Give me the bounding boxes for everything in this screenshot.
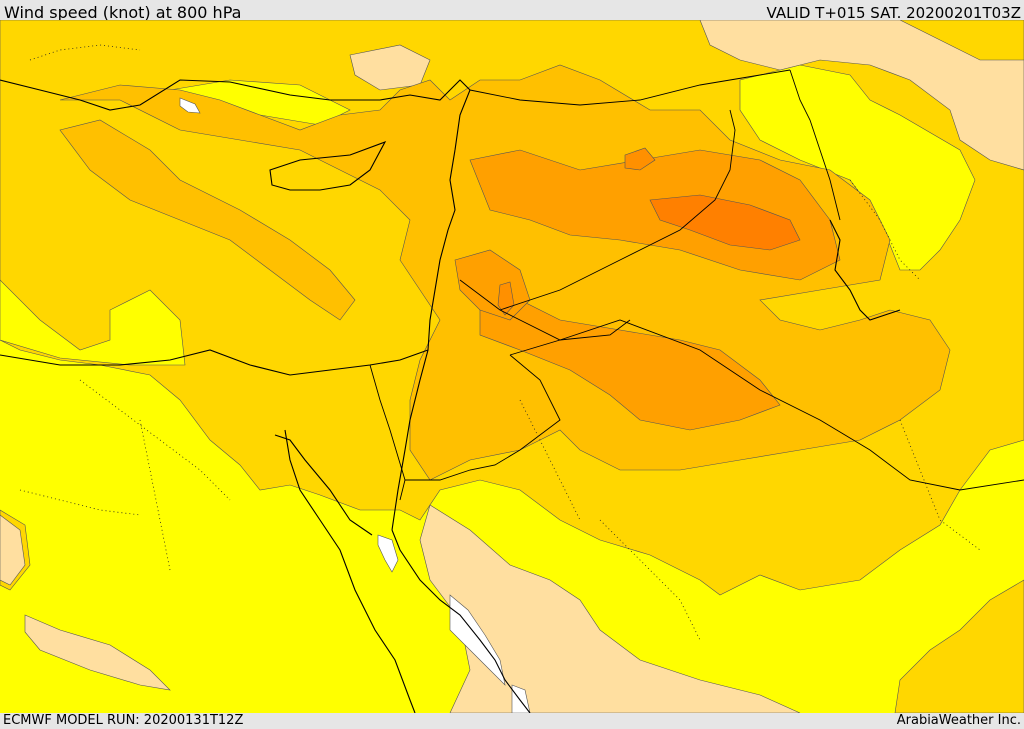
wind-band-light-west	[0, 514, 26, 586]
wind-band-white-north	[179, 97, 201, 114]
model-run: ECMWF MODEL RUN: 20200131T12Z	[3, 713, 244, 728]
header-bar: Wind speed (knot) at 800 hPa VALID T+015…	[0, 0, 1024, 22]
wind-band-dark-orange	[649, 194, 801, 251]
wind-band-gold-southeast	[894, 579, 1024, 713]
wind-band-light-sw	[24, 614, 171, 691]
map-canvas	[0, 20, 1024, 713]
wind-band-light-arabia	[419, 504, 801, 713]
country-border-lines	[369, 69, 1024, 501]
wind-band-white-south	[511, 684, 531, 713]
wind-band-yellow-northeast	[739, 64, 976, 271]
footer-bar: ECMWF MODEL RUN: 20200131T12Z ArabiaWeat…	[0, 713, 1024, 729]
coastline-lines	[0, 79, 901, 713]
wind-band-orange-south	[479, 299, 781, 431]
region-dotted-borders	[19, 44, 981, 641]
wind-band-light-northeast	[699, 20, 1024, 171]
wind-band-yellow-sw	[0, 279, 186, 366]
wind-band-white-redsea	[449, 594, 506, 686]
wind-band-dark-orange-west	[624, 147, 656, 171]
map-title: Wind speed (knot) at 800 hPa	[4, 3, 242, 22]
valid-time: VALID T+015 SAT. 20200201T03Z	[766, 4, 1021, 22]
wind-band-orange	[469, 149, 841, 281]
wind-speed-map	[0, 20, 1024, 713]
credit: ArabiaWeather Inc.	[896, 713, 1021, 728]
wind-band-white-gulf	[377, 534, 399, 573]
wind-band-amber-med	[59, 119, 356, 321]
